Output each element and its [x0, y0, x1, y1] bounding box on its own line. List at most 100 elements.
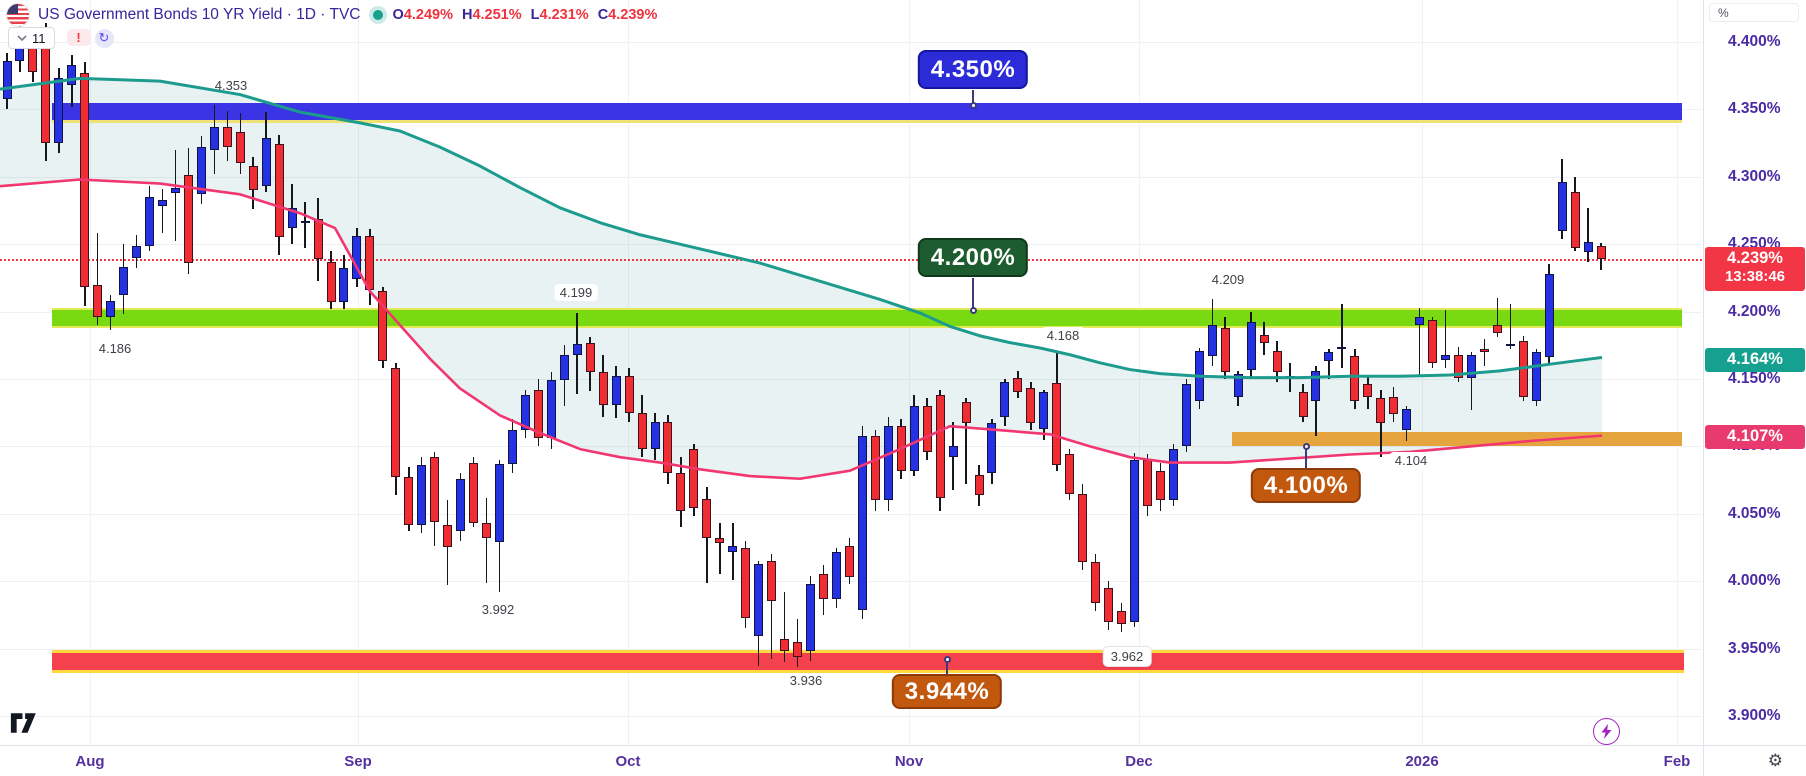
lightning-bolt-icon [1601, 724, 1612, 739]
candlestick [287, 207, 297, 229]
gridline-vertical [1677, 0, 1678, 745]
symbol-header: US Government Bonds 10 YR Yield · 1D · T… [6, 3, 657, 27]
candlestick [248, 166, 258, 191]
candlestick [624, 376, 634, 413]
time-axis[interactable]: ⚙ Aug Sep Oct Nov Dec 2026 Feb [0, 745, 1806, 776]
candlestick [494, 463, 504, 543]
price-annotation: 4.353 [214, 78, 248, 93]
candlestick [1091, 562, 1101, 603]
price-axis-unit[interactable]: % [1709, 3, 1799, 22]
tradingview-logo-icon[interactable] [10, 712, 42, 739]
candlestick [831, 551, 841, 599]
candlestick [844, 546, 854, 578]
candlestick [650, 422, 660, 450]
candle-wick [304, 202, 306, 249]
price-level-badge[interactable]: 3.944% [891, 674, 1003, 709]
symbol-title[interactable]: US Government Bonds 10 YR Yield · 1D · T… [38, 6, 361, 23]
candlestick [806, 583, 816, 652]
candlestick [300, 221, 310, 224]
current-price-badge: 4.239% 13:38:46 [1705, 247, 1805, 292]
candlestick [1259, 334, 1269, 343]
market-status-dot-icon[interactable] [372, 10, 383, 20]
candle-wick [732, 523, 734, 580]
price-tick-label: 4.350% [1728, 100, 1781, 118]
candlestick [145, 197, 155, 246]
candlestick [1363, 384, 1373, 397]
ohlc-value: H4.251% [461, 7, 522, 23]
resistance-band-4350[interactable] [52, 103, 1682, 123]
candlestick [909, 405, 919, 471]
price-level-badge[interactable]: 4.100% [1250, 468, 1362, 503]
candlestick [1078, 493, 1088, 563]
price-tick-label: 4.150% [1728, 370, 1781, 387]
price-level-badge[interactable]: 4.200% [917, 238, 1029, 277]
candlestick [948, 446, 958, 458]
candlestick [754, 563, 764, 637]
candlestick [896, 426, 906, 471]
gridline-horizontal [0, 648, 1702, 650]
candlestick [28, 47, 38, 72]
candlestick [1285, 376, 1295, 379]
sync-icon[interactable]: ↻ [94, 28, 114, 48]
candlestick [507, 430, 517, 464]
candlestick [1013, 377, 1023, 393]
price-level-badge[interactable]: 4.350% [917, 50, 1029, 89]
candlestick [1220, 327, 1230, 373]
candlestick [93, 284, 103, 317]
candlestick [1454, 354, 1464, 378]
candlestick [987, 423, 997, 474]
plot-area[interactable]: 4.353 4.186 4.199 3.992 3.936 3.962 4.168 4.209… [0, 0, 1702, 745]
candle-wick [783, 591, 786, 663]
price-annotation: 3.962 [1102, 646, 1152, 667]
object-tree-toggle[interactable]: 11 [8, 27, 55, 49]
candlestick [339, 268, 349, 303]
candlestick [170, 187, 180, 193]
candlestick [456, 478, 466, 532]
badge-anchor-stem [972, 278, 974, 310]
candle-wick [770, 554, 773, 660]
candlestick [546, 380, 556, 439]
candlestick [1233, 373, 1243, 397]
candlestick [935, 395, 945, 498]
price-axis[interactable]: % 4.400% 4.350% 4.300% 4.250% 4.200% 4.150% 4.… [1703, 0, 1806, 745]
candlestick [378, 291, 388, 362]
candlestick [404, 477, 414, 525]
candlestick [1544, 273, 1554, 358]
candlestick [1065, 454, 1075, 494]
candlestick [572, 343, 582, 355]
lightning-button[interactable] [1593, 718, 1620, 745]
candlestick [702, 498, 712, 539]
us-flag-icon [6, 3, 30, 27]
candlestick [235, 132, 245, 164]
candlestick [183, 175, 193, 264]
gear-icon[interactable]: ⚙ [1767, 751, 1783, 770]
candlestick [1246, 322, 1256, 370]
price-annotation: 4.186 [98, 341, 132, 356]
candlestick [1492, 325, 1502, 334]
candlestick [443, 524, 453, 548]
minor-band-4107[interactable] [1232, 432, 1682, 446]
chevron-down-icon [17, 34, 27, 41]
support-band-3944[interactable] [52, 649, 1684, 674]
candlestick [15, 47, 25, 61]
time-tick-label: Feb [1663, 753, 1691, 770]
candlestick [391, 368, 401, 478]
candle-wick [1483, 338, 1486, 366]
candlestick [974, 474, 984, 495]
ohlc-value: L4.231% [530, 7, 589, 23]
pivot-band-4200[interactable] [52, 308, 1682, 329]
candlestick [1337, 346, 1347, 349]
price-tick-label: 4.300% [1728, 167, 1781, 185]
candle-wick [161, 188, 164, 234]
candlestick [637, 412, 647, 450]
warning-icon[interactable]: ! [66, 28, 91, 46]
candlestick [1350, 356, 1360, 401]
price-tick-label: 3.900% [1728, 707, 1781, 724]
candlestick [1207, 325, 1217, 357]
time-tick-label: Nov [894, 753, 924, 770]
time-tick-label: Dec [1125, 753, 1153, 770]
candlestick [1466, 354, 1476, 378]
candlestick [598, 372, 608, 405]
gridline-horizontal [0, 716, 1702, 717]
